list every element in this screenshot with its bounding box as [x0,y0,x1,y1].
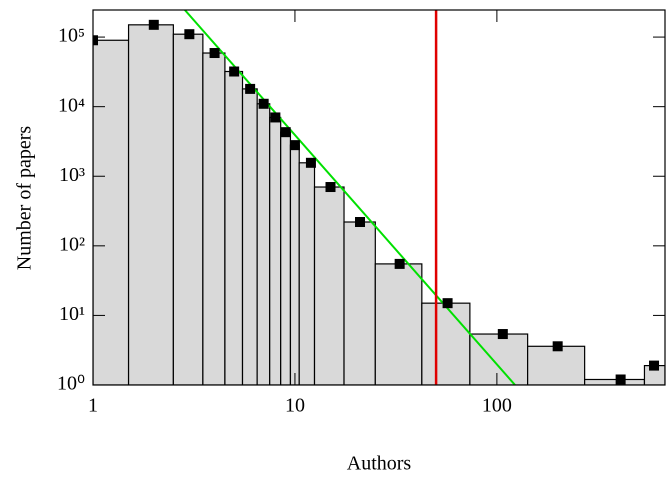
bar [527,345,586,385]
bar [241,88,258,385]
bar [280,131,292,385]
data-point [280,127,291,138]
bar [343,221,376,385]
bar [584,378,646,385]
y-tick-label: 10² [59,233,85,255]
bar [127,24,174,385]
data-point [245,83,256,94]
y-tick-label: 10³ [59,164,85,186]
data-point [229,66,240,77]
data-point [184,29,195,40]
plot-frame [92,9,666,386]
bar [469,333,529,385]
bar [374,263,423,385]
data-point [552,341,563,352]
bar [172,33,204,385]
data-point [325,182,336,193]
bar [313,186,345,385]
bar [202,52,226,385]
x-tick-label: 100 [482,395,512,417]
y-tick-label: 10¹ [59,303,85,325]
bar [224,70,244,385]
bar [289,144,300,385]
bar [269,116,282,385]
data-point [394,258,405,269]
data-point [148,19,159,30]
data-point [615,374,626,385]
bar [421,302,471,385]
data-point [355,217,366,228]
x-tick-label: 10 [285,395,305,417]
data-point [93,35,98,46]
x-axis-title: Authors [347,453,412,475]
data-point [209,48,220,59]
y-axis-title: Number of papers [14,126,36,271]
x-tick-label: 1 [88,395,98,417]
bar [93,39,130,385]
y-tick-label: 10⁵ [58,25,85,47]
data-point [270,112,281,123]
data-point [305,157,316,168]
data-point [649,360,660,371]
bar [256,103,271,385]
data-point [497,329,508,340]
data-point [289,140,300,151]
data-point [258,98,269,109]
y-tick-label: 10⁰ [57,373,85,395]
data-point [442,298,453,309]
fit-line [184,10,516,385]
y-tick-label: 10⁴ [58,94,85,116]
bar [298,162,316,385]
